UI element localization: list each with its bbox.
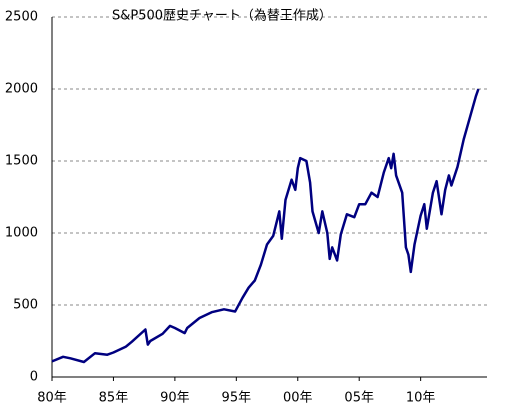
- y-tick-label: 1000: [5, 226, 38, 241]
- y-tick-label: 2500: [5, 10, 38, 25]
- x-tick-label: 85年: [99, 391, 129, 406]
- x-tick-label: 00年: [283, 391, 313, 406]
- x-tick-label: 95年: [222, 391, 252, 406]
- y-tick-label: 1500: [5, 154, 38, 169]
- x-tick-label: 05年: [344, 391, 374, 406]
- chart-title: S&P500歴史チャート（為替王作成）: [112, 8, 332, 24]
- y-tick-label: 0: [30, 370, 38, 385]
- x-tick-label: 90年: [160, 391, 190, 406]
- x-tick-label: 80年: [37, 391, 67, 406]
- price-line: [51, 88, 480, 364]
- y-tick-label: 2000: [5, 82, 38, 97]
- y-tick-label: 500: [13, 298, 38, 313]
- x-tick-label: 10年: [406, 391, 436, 406]
